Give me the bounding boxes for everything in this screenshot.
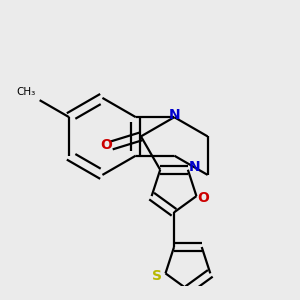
Text: S: S — [152, 268, 162, 283]
Text: O: O — [197, 191, 209, 206]
Text: N: N — [189, 160, 200, 175]
Text: O: O — [100, 139, 112, 152]
Text: N: N — [169, 108, 180, 122]
Text: CH₃: CH₃ — [17, 86, 36, 97]
